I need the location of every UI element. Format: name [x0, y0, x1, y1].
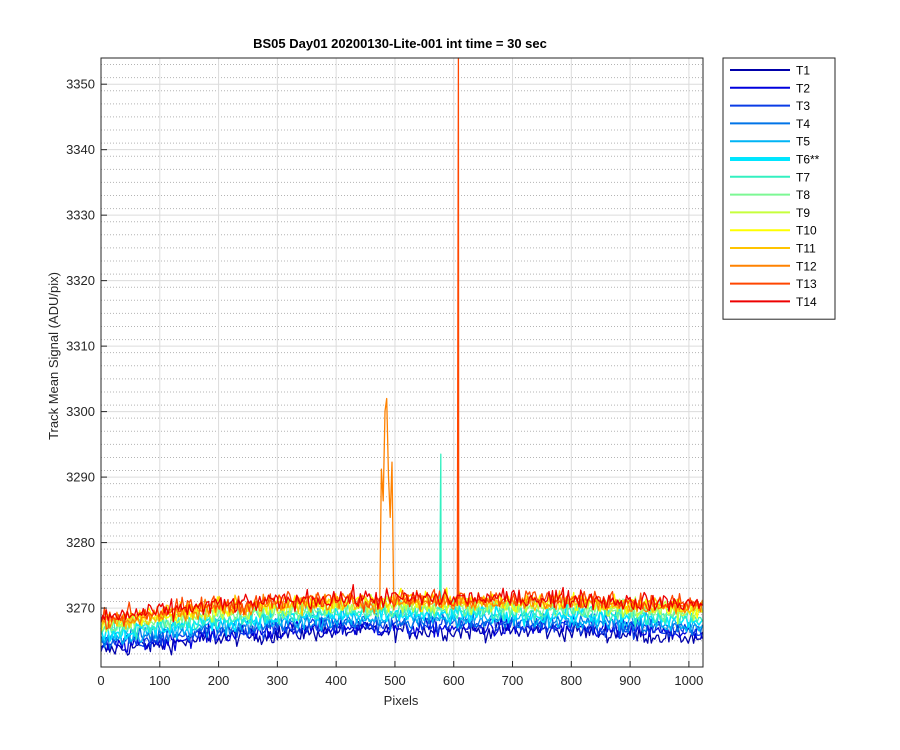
- y-tick-label: 3290: [66, 470, 95, 485]
- axis-ticks: 0 100 200 300 400 500 600 700 800 900 1000 3270 3280…: [66, 77, 703, 688]
- y-tick-label: 3340: [66, 142, 95, 157]
- x-tick-label: 800: [560, 673, 582, 688]
- legend-label: T13: [796, 277, 817, 291]
- y-tick-label: 3280: [66, 535, 95, 550]
- x-tick-label: 400: [325, 673, 347, 688]
- legend: T1 T2 T3 T4 T5 T6** T7 T8 T9 T10 T11 T12 T13 T14: [722, 57, 836, 320]
- legend-label: T12: [796, 259, 817, 273]
- legend-label: T6**: [796, 153, 820, 167]
- legend-label: T4: [796, 117, 810, 131]
- axes-box: [100, 57, 704, 668]
- legend-label: T5: [796, 135, 810, 149]
- x-tick-label: 300: [267, 673, 289, 688]
- legend-label: T1: [796, 64, 810, 78]
- legend-label: T8: [796, 188, 810, 202]
- series-line-t9: [100, 593, 704, 633]
- legend-label: T9: [796, 206, 810, 220]
- y-tick-label: 3310: [66, 339, 95, 354]
- legend-label: T2: [796, 81, 810, 95]
- y-tick-label: 3350: [66, 77, 95, 92]
- series-line-t14: [100, 584, 703, 623]
- y-tick-label: 3300: [66, 404, 95, 419]
- legend-label: T3: [796, 99, 810, 113]
- legend-label: T14: [796, 295, 817, 309]
- x-tick-label: 600: [443, 673, 465, 688]
- legend-label: T11: [796, 242, 816, 256]
- series-line-t4: [100, 611, 704, 649]
- y-tick-label: 3330: [66, 208, 95, 223]
- legend-label: T10: [796, 224, 817, 238]
- x-tick-label: 700: [502, 673, 524, 688]
- x-tick-label: 200: [208, 673, 230, 688]
- y-tick-label: 3270: [66, 601, 95, 616]
- legend-label: T7: [796, 170, 810, 184]
- y-tick-label: 3320: [66, 273, 95, 288]
- series-line-t13: [100, 57, 703, 630]
- x-axis-label: Pixels: [384, 693, 419, 708]
- x-tick-label: 500: [384, 673, 406, 688]
- x-tick-label: 100: [149, 673, 171, 688]
- legend-box: [722, 57, 836, 320]
- grid: [100, 58, 703, 668]
- series-line-t6: [100, 601, 704, 642]
- x-tick-label: 900: [619, 673, 641, 688]
- plot-series: [100, 57, 704, 656]
- chart-title: BS05 Day01 20200130-Lite-001 int time = …: [253, 36, 547, 51]
- y-axis-label: Track Mean Signal (ADU/pix): [46, 272, 61, 440]
- x-tick-label: 1000: [674, 673, 703, 688]
- x-tick-label: 0: [97, 673, 104, 688]
